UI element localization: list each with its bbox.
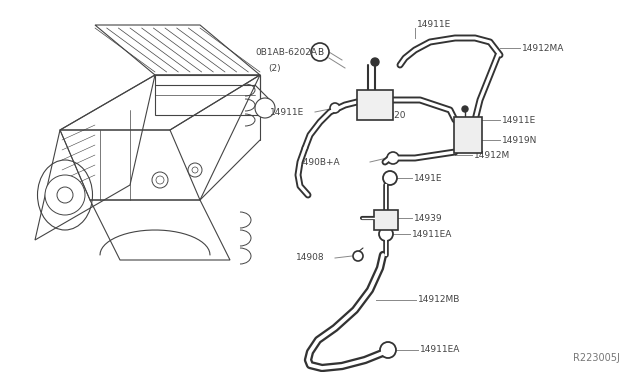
Circle shape <box>383 171 397 185</box>
Text: 1490B+A: 1490B+A <box>298 157 340 167</box>
Circle shape <box>156 176 164 184</box>
Bar <box>454 117 482 153</box>
Circle shape <box>192 167 198 173</box>
Circle shape <box>353 251 363 261</box>
Text: 14912MB: 14912MB <box>418 295 460 305</box>
Circle shape <box>152 172 168 188</box>
Text: 14911E: 14911E <box>270 108 304 116</box>
Circle shape <box>371 58 379 66</box>
Text: 14912M: 14912M <box>474 151 510 160</box>
Text: 14911EA: 14911EA <box>412 230 452 238</box>
Bar <box>357 90 393 120</box>
Circle shape <box>387 152 399 164</box>
Circle shape <box>188 163 202 177</box>
Circle shape <box>311 43 329 61</box>
Text: 14912MA: 14912MA <box>522 44 564 52</box>
Text: (2): (2) <box>268 64 280 73</box>
Circle shape <box>330 103 340 113</box>
Circle shape <box>462 106 468 112</box>
Circle shape <box>57 187 73 203</box>
Circle shape <box>379 227 393 241</box>
Text: 14939: 14939 <box>414 214 443 222</box>
Text: 14911E: 14911E <box>502 115 536 125</box>
Circle shape <box>380 342 396 358</box>
Text: 14911E: 14911E <box>417 19 451 29</box>
Text: 14908: 14908 <box>296 253 324 263</box>
Text: 14919N: 14919N <box>502 135 538 144</box>
Circle shape <box>45 175 85 215</box>
Text: 14920: 14920 <box>378 110 406 119</box>
Text: R223005J: R223005J <box>573 353 620 363</box>
Text: 0B1AB-6202A: 0B1AB-6202A <box>255 48 317 57</box>
Text: 14911EA: 14911EA <box>420 346 460 355</box>
Text: B: B <box>317 48 323 57</box>
Bar <box>374 210 398 230</box>
Text: 1491E: 1491E <box>414 173 442 183</box>
Circle shape <box>255 98 275 118</box>
